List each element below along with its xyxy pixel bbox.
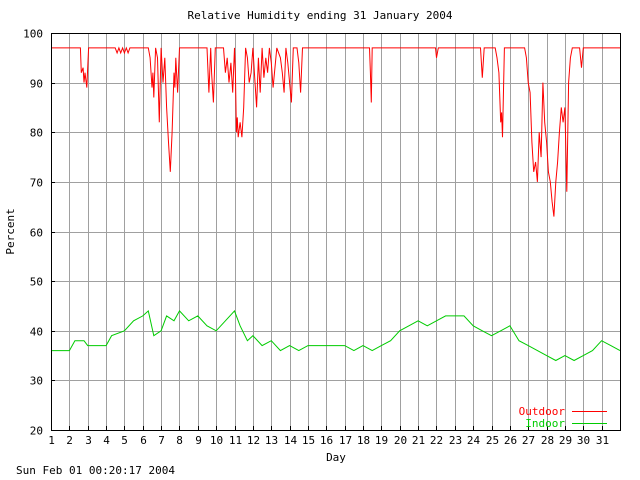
x-tick-label: 9: [195, 434, 202, 447]
x-tick-label: 21: [412, 434, 425, 447]
series-line-indoor: [51, 309, 621, 362]
x-tick-label: 14: [284, 434, 298, 447]
y-tick-label: 70: [30, 177, 43, 190]
x-tick-label: 30: [577, 434, 590, 447]
x-tick-label: 6: [140, 434, 147, 447]
x-tick-label: 20: [394, 434, 407, 447]
series-lines: [51, 46, 621, 362]
legend-label-indoor: Indoor: [525, 417, 565, 430]
x-tick-label: 24: [467, 434, 481, 447]
x-tick-label: 8: [176, 434, 183, 447]
x-tick-label: 2: [66, 434, 73, 447]
x-tick-label: 16: [320, 434, 333, 447]
y-tick-label: 20: [30, 425, 43, 438]
y-tick-label: 100: [23, 28, 43, 41]
x-axis-label: Day: [326, 451, 346, 464]
x-tick-label: 25: [486, 434, 499, 447]
generated-timestamp: Sun Feb 01 00:20:17 2004: [16, 464, 175, 477]
x-tick-label: 27: [522, 434, 535, 447]
y-tick-label: 80: [30, 127, 43, 140]
x-tick-label: 4: [103, 434, 110, 447]
y-tick-label: 90: [30, 78, 43, 91]
x-tick-label: 22: [430, 434, 443, 447]
x-tick-label: 13: [265, 434, 278, 447]
x-tick-label: 5: [121, 434, 128, 447]
x-tick-label: 17: [339, 434, 352, 447]
x-tick-label: 19: [375, 434, 388, 447]
series-line-outdoor: [51, 46, 620, 217]
y-tick-label: 50: [30, 276, 43, 289]
y-axis-label: Percent: [4, 208, 17, 254]
x-tick-label: 18: [357, 434, 370, 447]
grid-lines: [51, 33, 620, 430]
x-tick-label: 23: [449, 434, 462, 447]
y-tick-label: 40: [30, 326, 43, 339]
chart-title: Relative Humidity ending 31 January 2004: [188, 9, 453, 22]
y-tick-label: 60: [30, 227, 43, 240]
x-tick-label: 26: [504, 434, 517, 447]
x-tick-label: 29: [559, 434, 572, 447]
x-tick-label: 1: [48, 434, 55, 447]
y-tick-label: 30: [30, 375, 43, 388]
x-tick-label: 31: [596, 434, 609, 447]
axis-ticks: 1 2 3 4 5 6 7 8 9 10 11 12 13 14 15 16 17 18 19 20 21 22 23 24 2…: [23, 28, 609, 448]
legend-label-outdoor: Outdoor: [519, 405, 566, 418]
x-tick-label: 11: [229, 434, 242, 447]
x-tick-label: 7: [158, 434, 165, 447]
x-tick-label: 3: [85, 434, 92, 447]
x-tick-label: 12: [247, 434, 260, 447]
x-tick-label: 28: [541, 434, 554, 447]
x-tick-label: 15: [302, 434, 315, 447]
x-tick-label: 10: [210, 434, 223, 447]
